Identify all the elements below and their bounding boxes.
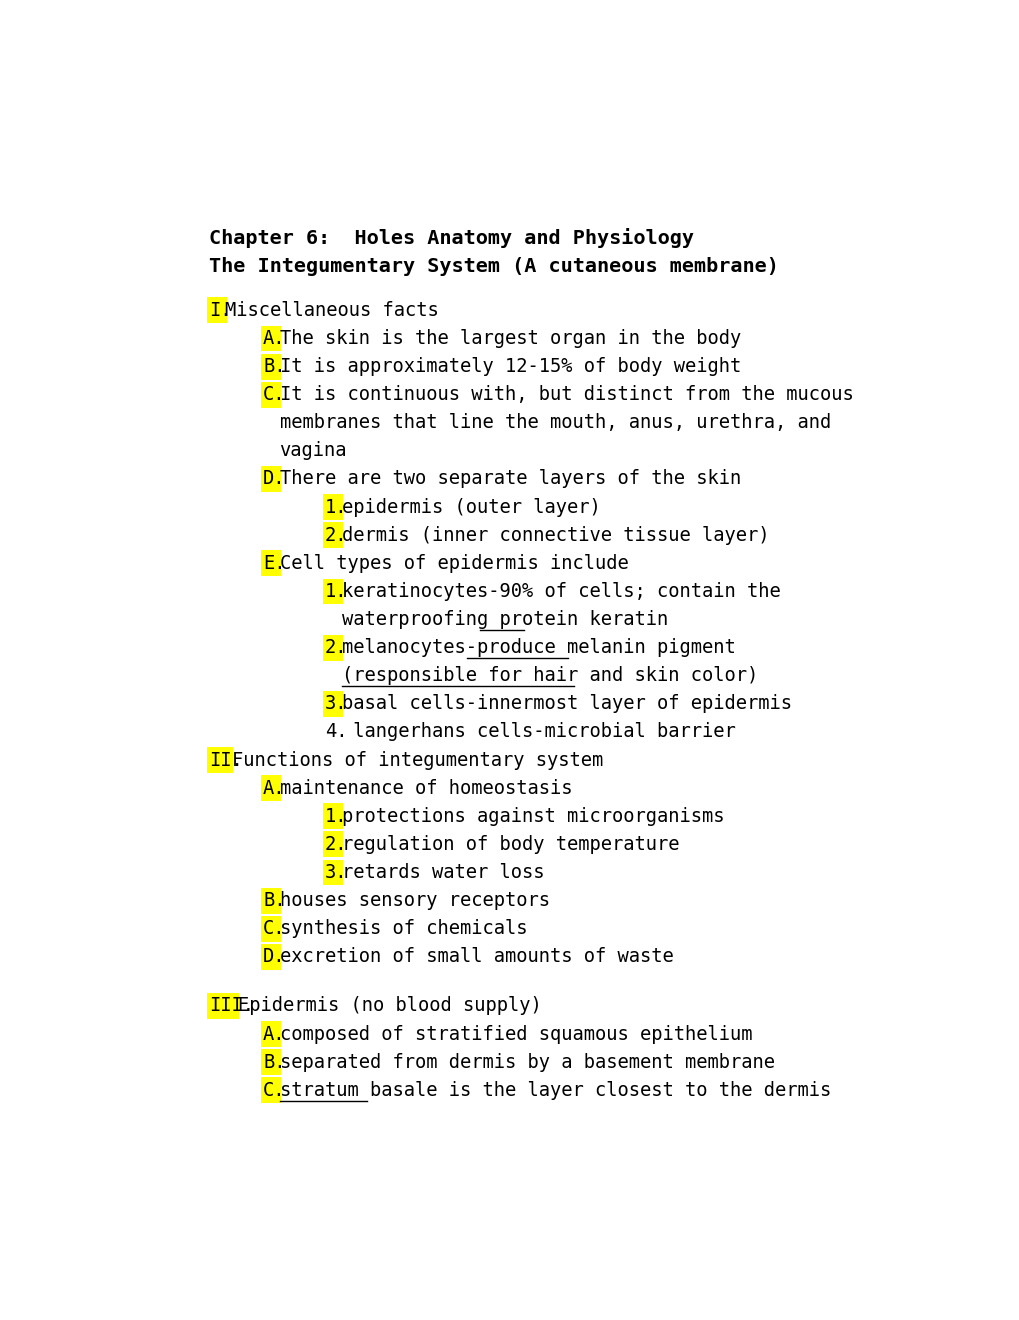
Bar [261,1049,281,1076]
Text: (responsible for hair and skin color): (responsible for hair and skin color) [341,667,757,685]
Text: waterproofing protein keratin: waterproofing protein keratin [341,610,667,630]
Text: It is continuous with, but distinct from the mucous: It is continuous with, but distinct from… [279,385,853,404]
Text: 3.: 3. [325,863,347,882]
Text: B.: B. [263,358,285,376]
Text: E.: E. [263,554,285,573]
Bar [261,550,281,577]
Text: vagina: vagina [279,441,346,461]
Text: dermis (inner connective tissue layer): dermis (inner connective tissue layer) [341,525,768,545]
Bar [261,326,281,351]
Bar [261,944,281,970]
Text: C.: C. [263,1081,285,1100]
Bar [322,804,342,829]
Bar [261,775,281,801]
Text: 1.: 1. [325,582,347,601]
Text: protections against microorganisms: protections against microorganisms [341,807,723,826]
Bar [261,466,281,492]
Text: 2.: 2. [325,834,347,854]
Bar [261,916,281,941]
Text: epidermis (outer layer): epidermis (outer layer) [341,498,600,516]
Text: membranes that line the mouth, anus, urethra, and: membranes that line the mouth, anus, ure… [279,413,830,432]
Bar [322,635,342,660]
Text: C.: C. [263,919,285,939]
Text: D.: D. [263,948,285,966]
Bar [261,1077,281,1104]
Text: D.: D. [263,470,285,488]
Text: A.: A. [263,779,285,797]
Text: 1.: 1. [325,807,347,826]
Bar [322,578,342,605]
Text: separated from dermis by a basement membrane: separated from dermis by a basement memb… [279,1052,773,1072]
Bar [322,832,342,857]
Text: Cell types of epidermis include: Cell types of epidermis include [279,554,628,573]
Text: retards water loss: retards water loss [341,863,543,882]
Text: It is approximately 12-15% of body weight: It is approximately 12-15% of body weigh… [279,358,740,376]
Text: I.: I. [209,301,231,319]
Text: Epidermis (no blood supply): Epidermis (no blood supply) [237,997,541,1015]
Bar [206,993,239,1019]
Text: The Integumentary System (A cutaneous membrane): The Integumentary System (A cutaneous me… [209,257,777,276]
Text: composed of stratified squamous epithelium: composed of stratified squamous epitheli… [279,1024,751,1044]
Text: 2.: 2. [325,525,347,545]
Bar [322,494,342,520]
Bar [261,354,281,380]
Text: melanocytes-produce melanin pigment: melanocytes-produce melanin pigment [341,638,746,657]
Text: stratum basale is the layer closest to the dermis: stratum basale is the layer closest to t… [279,1081,830,1100]
Text: B.: B. [263,891,285,909]
Text: basal cells-innermost layer of epidermis: basal cells-innermost layer of epidermis [341,694,791,713]
Text: The skin is the largest organ in the body: The skin is the largest organ in the bod… [279,329,740,348]
Bar [206,747,233,774]
Text: A.: A. [263,1024,285,1044]
Text: synthesis of chemicals: synthesis of chemicals [279,919,527,939]
Text: Miscellaneous facts: Miscellaneous facts [225,301,438,319]
Text: 4.: 4. [325,722,347,742]
Text: keratinocytes-90% of cells; contain the: keratinocytes-90% of cells; contain the [341,582,780,601]
Text: maintenance of homeostasis: maintenance of homeostasis [279,779,572,797]
Text: A.: A. [263,329,285,348]
Text: 3.: 3. [325,694,347,713]
Text: II.: II. [209,751,243,770]
Bar [322,690,342,717]
Text: regulation of body temperature: regulation of body temperature [341,834,679,854]
Bar [261,887,281,913]
Text: B.: B. [263,1052,285,1072]
Bar [261,381,281,408]
Text: 2.: 2. [325,638,347,657]
Text: excretion of small amounts of waste: excretion of small amounts of waste [279,948,673,966]
Text: III.: III. [209,997,254,1015]
Text: langerhans cells-microbial barrier: langerhans cells-microbial barrier [341,722,735,742]
Bar [261,1022,281,1047]
Text: 1.: 1. [325,498,347,516]
Text: C.: C. [263,385,285,404]
Bar [322,523,342,548]
Bar [322,859,342,886]
Bar [206,297,226,323]
Text: There are two separate layers of the skin: There are two separate layers of the ski… [279,470,740,488]
Text: houses sensory receptors: houses sensory receptors [279,891,549,909]
Text: Functions of integumentary system: Functions of integumentary system [231,751,602,770]
Text: Chapter 6:  Holes Anatomy and Physiology: Chapter 6: Holes Anatomy and Physiology [209,227,693,248]
